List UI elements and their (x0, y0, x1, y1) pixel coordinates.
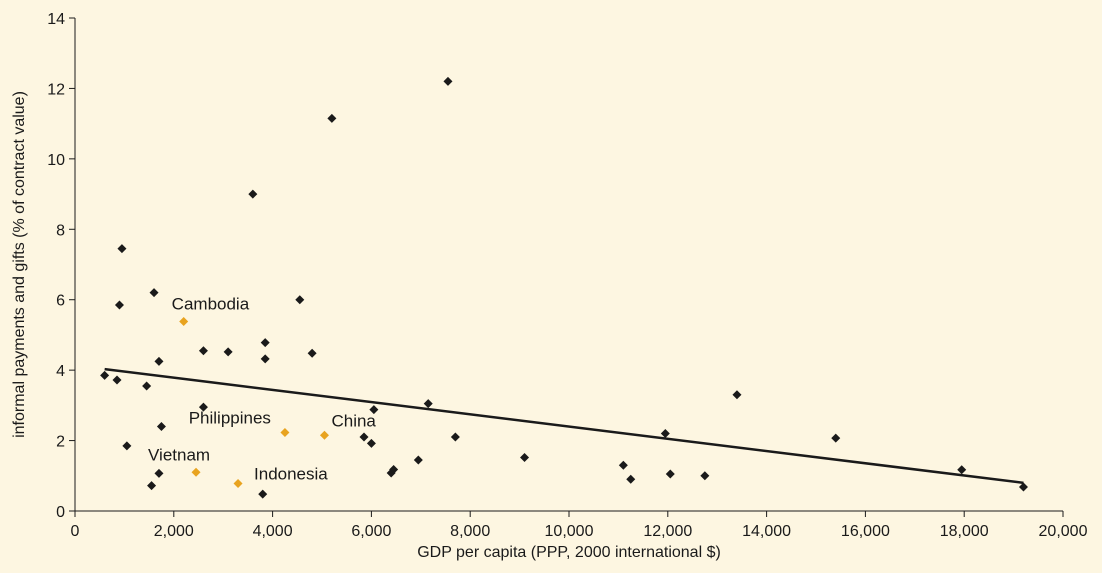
data-point (154, 468, 164, 478)
data-point (413, 455, 423, 465)
x-tick-label: 12,000 (643, 523, 692, 540)
x-tick-label: 6,000 (351, 523, 391, 540)
data-point (149, 288, 159, 298)
highlighted-data-point (233, 479, 243, 489)
data-point (295, 295, 305, 305)
data-point (112, 375, 122, 385)
x-tick-label: 4,000 (253, 523, 293, 540)
data-point (142, 381, 152, 391)
highlighted-data-point (179, 317, 189, 327)
data-point (307, 348, 317, 358)
data-point (327, 113, 337, 123)
data-point (831, 433, 841, 443)
data-point (450, 432, 460, 442)
points-group (100, 76, 1028, 499)
point-labels-group: Cambodia Philippines China Vietnam Indonesia (148, 295, 376, 484)
trend-line (104, 367, 1024, 485)
data-point (732, 390, 742, 400)
x-tick-label: 20,000 (1039, 523, 1088, 540)
x-tick-label: 16,000 (841, 523, 890, 540)
data-point (198, 402, 208, 412)
y-tick-label: 6 (56, 293, 65, 310)
highlighted-data-point (191, 467, 201, 477)
data-point (117, 244, 127, 254)
x-tick-label: 14,000 (742, 523, 791, 540)
x-tick-label: 10,000 (545, 523, 594, 540)
point-label: Philippines (189, 408, 271, 427)
data-point (389, 464, 399, 474)
data-point (154, 356, 164, 366)
data-point (260, 338, 270, 348)
data-point (260, 354, 270, 364)
y-tick-label: 2 (56, 434, 65, 451)
x-axis-title: GDP per capita (PPP, 2000 international … (417, 544, 721, 561)
data-point (1018, 482, 1028, 492)
trend-line-group (104, 367, 1024, 485)
data-point (122, 441, 132, 451)
highlighted-data-point (280, 427, 290, 437)
y-tick-label: 10 (47, 152, 65, 169)
point-label: Cambodia (172, 295, 250, 314)
highlighted-data-point (319, 430, 329, 440)
data-point (100, 370, 110, 380)
x-tick-label: 18,000 (940, 523, 989, 540)
point-label: Indonesia (254, 465, 328, 484)
data-point (423, 399, 433, 409)
data-point (198, 346, 208, 356)
y-tick-label: 14 (47, 11, 65, 28)
y-axis-title: informal payments and gifts (% of contra… (11, 91, 28, 438)
y-tick-label: 4 (56, 363, 65, 380)
data-point (359, 432, 369, 442)
data-point (147, 481, 157, 491)
point-label: China (331, 411, 376, 430)
data-point (665, 469, 675, 479)
data-point (223, 347, 233, 357)
data-point (660, 429, 670, 439)
data-point (626, 474, 636, 484)
data-point (443, 76, 453, 86)
x-tick-label: 2,000 (154, 523, 194, 540)
y-tick-label: 8 (56, 222, 65, 239)
data-point (700, 471, 710, 481)
data-point (520, 452, 530, 462)
data-point (114, 300, 124, 310)
y-tick-label: 0 (56, 504, 65, 521)
axes: 0 2,000 4,000 6,000 8,000 10,000 12,000 14,000 1… (47, 11, 1087, 540)
point-label: Vietnam (148, 445, 210, 464)
data-point (156, 421, 166, 431)
data-point (258, 489, 268, 499)
y-tick-label: 12 (47, 81, 65, 98)
data-point (366, 438, 376, 448)
x-tick-label: 0 (71, 523, 80, 540)
x-tick-label: 8,000 (450, 523, 490, 540)
data-point (618, 460, 628, 470)
data-point (248, 189, 258, 199)
data-point (369, 405, 379, 415)
data-point (957, 465, 967, 475)
